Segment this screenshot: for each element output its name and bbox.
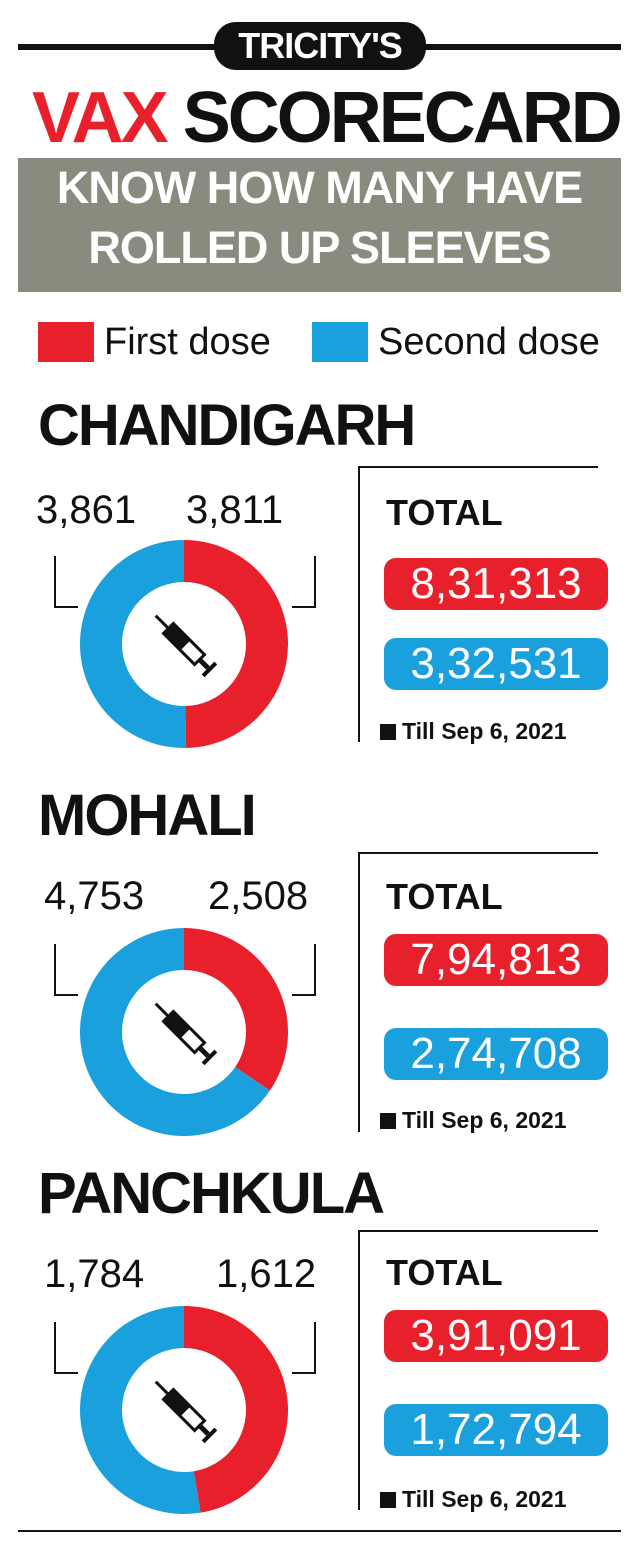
second-dose-daily-label: 3,861 (36, 488, 137, 532)
total-label: TOTAL (386, 1252, 503, 1293)
donut-segment-first-dose (184, 1306, 289, 1513)
total-second-dose: 1,72,794 (384, 1404, 608, 1456)
date-note: Till Sep 6, 2021 (380, 718, 567, 745)
section-rule (358, 1230, 598, 1232)
second-dose-daily-label: 1,784 (44, 1252, 145, 1296)
legend-label-first: First dose (104, 320, 271, 363)
footer-rule (18, 1530, 621, 1532)
donut-segment-first-dose (184, 928, 288, 1091)
bracket-right (292, 556, 316, 608)
bracket-left (54, 944, 78, 996)
bracket-right (292, 944, 316, 996)
note-marker (380, 723, 396, 740)
donut-segment-second-dose (80, 928, 270, 1136)
section-rule (358, 466, 598, 468)
kicker-badge: TRICITY'S (214, 22, 426, 70)
note-text: Till Sep 6, 2021 (402, 1107, 567, 1133)
syringe-icon (154, 614, 218, 678)
section-divider (358, 466, 360, 742)
headline-scorecard: SCORECARD (182, 78, 623, 158)
first-dose-daily-label: 2,508 (208, 874, 309, 918)
donut-segment-second-dose (80, 540, 187, 748)
subheadline-box: KNOW HOW MANY HAVE ROLLED UP SLEEVES (18, 158, 621, 292)
legend-second-dose: Second dose (312, 317, 600, 367)
bracket-left (54, 1322, 78, 1374)
city-title-panchkula: PANCHKULA (38, 1161, 385, 1226)
section-rule (358, 852, 598, 854)
subheadline-line-1: KNOW HOW MANY HAVE (56, 162, 583, 213)
first-dose-daily-label: 1,612 (216, 1252, 317, 1296)
headline-vax: VAX (32, 78, 169, 158)
date-note: Till Sep 6, 2021 (380, 1107, 567, 1134)
legend-first-dose: First dose (38, 317, 271, 367)
subheadline-line-2: ROLLED UP SLEEVES (88, 222, 551, 273)
bracket-left (54, 556, 78, 608)
total-first-dose: 7,94,813 (384, 934, 608, 986)
donut-chart-panchkula (80, 1306, 289, 1514)
donut-segment-second-dose (80, 1306, 201, 1514)
total-first-dose: 8,31,313 (384, 558, 608, 610)
date-note: Till Sep 6, 2021 (380, 1486, 567, 1513)
headline: VAX SCORECARD (32, 78, 623, 158)
total-first-dose: 3,91,091 (384, 1310, 608, 1362)
legend-swatch-first (38, 322, 94, 362)
donut-chart-mohali (80, 928, 288, 1136)
note-marker (380, 1491, 396, 1508)
city-title-mohali: MOHALI (38, 783, 257, 848)
second-dose-daily-label: 4,753 (44, 874, 145, 918)
syringe-icon (154, 1380, 218, 1444)
note-text: Till Sep 6, 2021 (402, 1486, 567, 1512)
donut-chart-chandigarh (80, 540, 289, 748)
note-text: Till Sep 6, 2021 (402, 718, 567, 744)
note-marker (380, 1112, 396, 1129)
section-divider (358, 852, 360, 1132)
total-second-dose: 2,74,708 (384, 1028, 608, 1080)
legend-label-second: Second dose (378, 320, 600, 363)
total-second-dose: 3,32,531 (384, 638, 608, 690)
legend-swatch-second (312, 322, 368, 362)
total-label: TOTAL (386, 492, 503, 533)
donut-segment-first-dose (184, 540, 289, 748)
total-label: TOTAL (386, 876, 503, 917)
first-dose-daily-label: 3,811 (186, 488, 284, 532)
bracket-right (292, 1322, 316, 1374)
city-title-chandigarh: CHANDIGARH (38, 393, 416, 458)
syringe-icon (154, 1002, 218, 1066)
section-divider (358, 1230, 360, 1510)
